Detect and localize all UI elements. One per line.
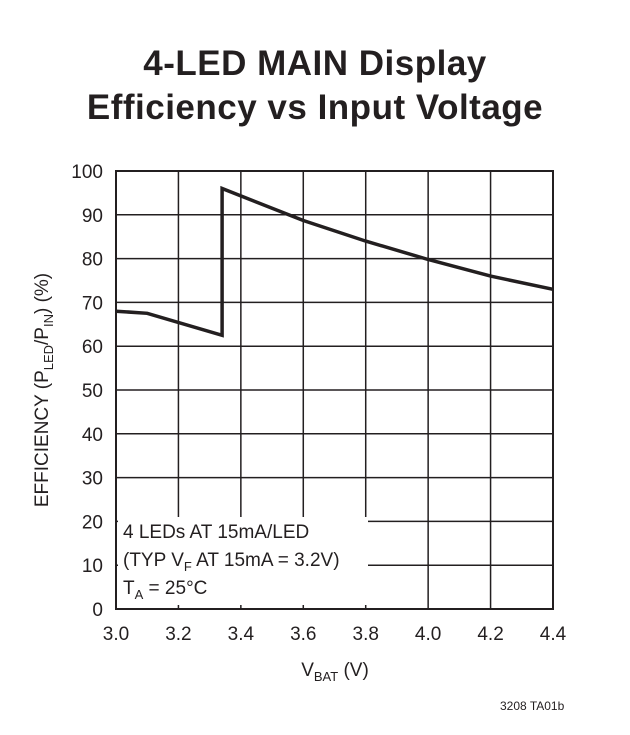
x-axis-label-sub: BAT — [314, 669, 338, 684]
y-tick-label: 80 — [82, 250, 103, 271]
x-tick-label: 4.0 — [415, 624, 441, 645]
y-tick-label: 30 — [82, 469, 103, 490]
y-tick-label: 10 — [82, 556, 103, 577]
chart-subtitle: Efficiency vs Input Voltage — [86, 88, 544, 127]
y-tick-label: 20 — [82, 512, 103, 533]
y-tick-label: 50 — [82, 381, 103, 402]
y-axis-label-p2: /P — [32, 327, 53, 345]
x-tick-label: 4.4 — [540, 624, 567, 645]
y-axis-label-p3: ) (%) — [32, 273, 53, 314]
y-axis-label-s1: LED — [41, 345, 56, 370]
y-tick-label: 40 — [82, 425, 103, 446]
efficiency-series-line — [115, 185, 554, 338]
x-axis-label-main: V — [301, 660, 314, 681]
x-tick-label: 4.2 — [477, 624, 503, 645]
series-lines — [115, 185, 554, 338]
annotation-line-3-sub: A — [135, 587, 144, 602]
annotation-line-3-b: = 25°C — [143, 578, 207, 599]
y-axis-label-s2: IN — [41, 314, 56, 327]
y-tick-label: 100 — [71, 162, 103, 183]
annotation-line-1: 4 LEDs AT 15mA/LED — [123, 522, 309, 543]
x-tick-label: 3.4 — [228, 624, 255, 645]
annotation-line-3-a: T — [123, 578, 135, 599]
x-axis-label-unit: (V) — [338, 660, 369, 681]
annotation-line-2: (TYP VF AT 15mA = 3.2V) — [123, 550, 340, 574]
x-tick-label: 3.0 — [103, 624, 129, 645]
x-tick-label: 3.8 — [353, 624, 379, 645]
annotation-line-3: TA = 25°C — [123, 578, 207, 602]
annotation-line-2-a: (TYP V — [123, 550, 184, 571]
annotation-box — [118, 517, 368, 605]
figure-code: 3208 TA01b — [500, 699, 565, 713]
x-tick-label: 3.6 — [290, 624, 316, 645]
y-tick-label: 90 — [82, 206, 103, 227]
annotation-line-2-sub: F — [184, 559, 192, 574]
y-axis-label: EFFICIENCY (PLED/PIN) (%) — [32, 273, 56, 507]
y-axis-label-p1: EFFICIENCY (P — [32, 370, 53, 507]
tick-labels: 3.0 3.2 3.4 3.6 3.8 4.0 4.2 4.4 0 10 20 30 40 50 60 70 8… — [71, 162, 566, 645]
x-axis-label: VBAT (V) — [301, 660, 369, 684]
plot-frame — [115, 170, 554, 610]
y-tick-label: 60 — [82, 337, 103, 358]
y-tick-label: 70 — [82, 293, 103, 314]
x-tick-label: 3.2 — [165, 624, 191, 645]
y-tick-label: 0 — [92, 600, 103, 621]
annotation-line-2-b: AT 15mA = 3.2V) — [192, 550, 340, 571]
chart-title: 4-LED MAIN Display — [143, 44, 487, 83]
